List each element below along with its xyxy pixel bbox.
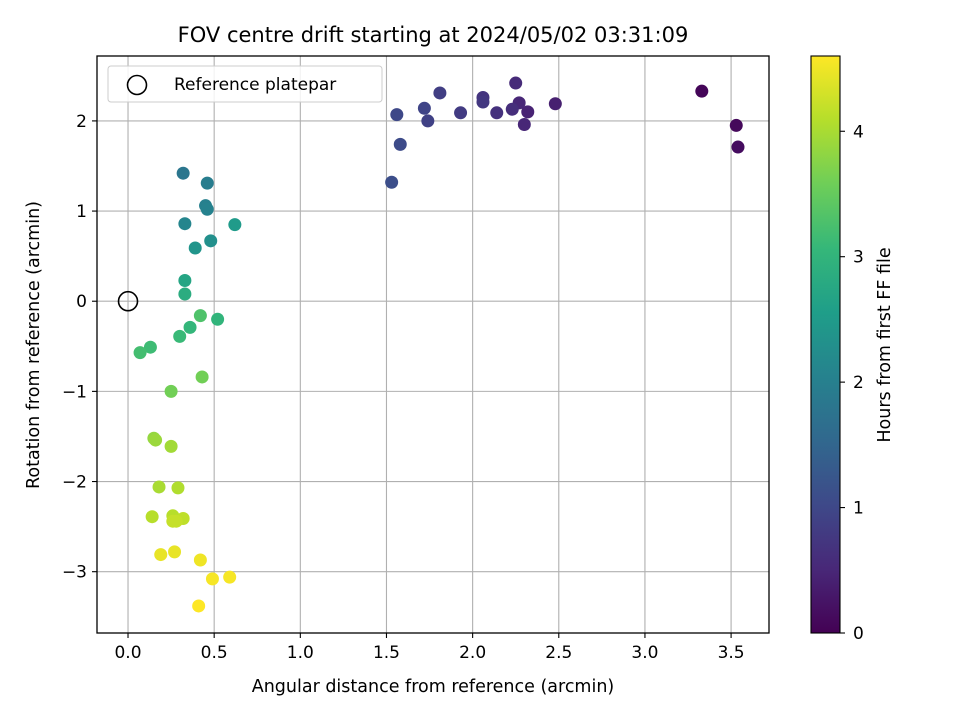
legend-open-circle-icon [126, 74, 148, 96]
colorbar: 0 1 2 3 4 Hours from first FF file [810, 55, 895, 644]
y-tick-label: 1 [76, 202, 87, 222]
scatter-point [195, 370, 209, 384]
scatter-point [393, 137, 407, 151]
grid-lines [97, 56, 769, 633]
colorbar-tick-label: 0 [853, 624, 864, 644]
colorbar-tick-label: 4 [853, 122, 864, 142]
reference-platepar-marker [117, 290, 139, 312]
scatter-point [143, 340, 157, 354]
scatter-point [164, 384, 178, 398]
scatter-point [154, 548, 168, 562]
y-tick-label: −3 [62, 563, 87, 583]
y-tick-label: −1 [62, 382, 87, 402]
scatter-point [168, 545, 182, 559]
y-tick-label: 2 [76, 112, 87, 132]
scatter-point [417, 101, 431, 115]
plot-frame [96, 55, 770, 634]
scatter-point [149, 433, 163, 447]
scatter-point [133, 346, 147, 360]
scatter-point [188, 241, 202, 255]
scatter-point [228, 218, 242, 232]
scatter-point [200, 176, 214, 190]
x-axis-label: Angular distance from reference (arcmin) [252, 677, 615, 697]
scatter-point [731, 140, 745, 154]
x-tick-label: 2.5 [545, 643, 572, 663]
x-tick-label: 3.0 [631, 643, 658, 663]
scatter-point [200, 202, 214, 216]
y-tick-label: −2 [62, 473, 87, 493]
y-tick-label: 0 [76, 292, 87, 312]
scatter-point [204, 234, 218, 248]
scatter-point [164, 439, 178, 453]
chart-title: FOV centre drift starting at 2024/05/02 … [178, 23, 689, 47]
x-tick-label: 2.0 [459, 643, 486, 663]
scatter-point [433, 86, 447, 100]
colorbar-tick-label: 3 [853, 248, 864, 268]
colorbar-gradient [810, 55, 841, 634]
scatter-point [178, 287, 192, 301]
scatter-point [171, 481, 185, 495]
scatter-point [183, 320, 197, 334]
legend: Reference platepar [107, 65, 383, 103]
colorbar-tick-label: 2 [853, 373, 864, 393]
colorbar-label: Hours from first FF file [875, 247, 895, 442]
scatter-point [521, 105, 535, 119]
data-points [133, 76, 745, 613]
scatter-point [223, 570, 237, 584]
scatter-point [390, 108, 404, 122]
colorbar-tick-label: 1 [853, 499, 864, 519]
scatter-point [548, 97, 562, 111]
scatter-point [454, 106, 468, 120]
scatter-point [193, 553, 207, 567]
scatter-point [152, 480, 166, 494]
scatter-point [173, 329, 187, 343]
scatter-point [517, 118, 531, 132]
scatter-point [178, 217, 192, 231]
x-tick-label: 0.0 [114, 643, 141, 663]
scatter-point [192, 599, 206, 613]
x-tick-label: 1.5 [373, 643, 400, 663]
x-tick-label: 0.5 [201, 643, 228, 663]
legend-box [107, 65, 383, 103]
x-tick-label: 3.5 [718, 643, 745, 663]
legend-label-reference: Reference platepar [174, 75, 336, 95]
scatter-point [509, 76, 523, 90]
scatter-point [695, 84, 709, 98]
scatter-point [729, 118, 743, 132]
x-tick-label: 1.0 [287, 643, 314, 663]
colorbar-ticks: 0 1 2 3 4 [840, 122, 864, 644]
scatter-point [211, 312, 225, 326]
scatter-point [176, 166, 190, 180]
scatter-point [476, 95, 490, 109]
scatter-point [205, 572, 219, 586]
y-axis-label: Rotation from reference (arcmin) [24, 201, 44, 489]
scatter-point [385, 175, 399, 189]
scatter-point [193, 309, 207, 323]
scatter-point [169, 514, 183, 528]
scatter-point [421, 114, 435, 128]
scatter-point [490, 106, 504, 120]
scatter-point [145, 510, 159, 524]
axis-ticks: 0.0 0.5 1.0 1.5 2.0 2.5 3.0 3.5 −3 −2 −1 0 1 2 [62, 112, 745, 663]
scatter-point [505, 102, 519, 116]
scatter-point [178, 273, 192, 287]
